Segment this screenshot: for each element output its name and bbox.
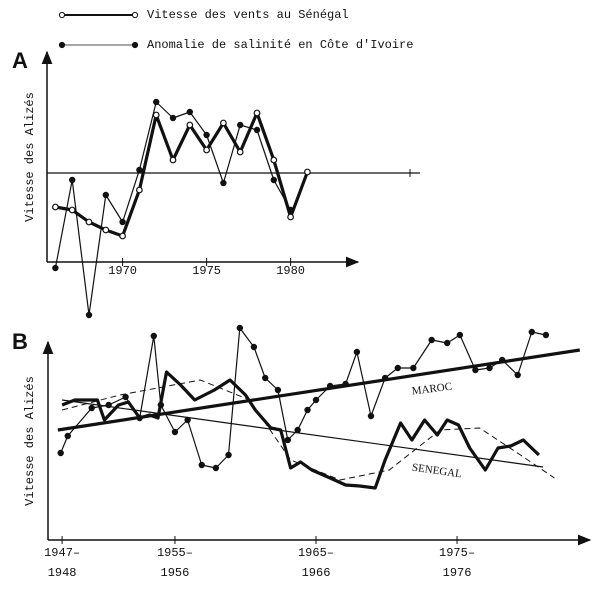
point — [169, 114, 177, 122]
trend-line — [61, 379, 555, 481]
point — [304, 406, 311, 414]
point — [410, 364, 417, 372]
point — [253, 126, 261, 134]
point — [68, 206, 76, 214]
y-axis-label: Vitesse des Alizés — [23, 92, 37, 222]
series-label: SENEGAL — [411, 462, 463, 481]
point — [198, 461, 205, 469]
y-axis-label: Vitesse des Alizés — [23, 376, 37, 506]
point — [220, 179, 227, 187]
point — [236, 324, 244, 332]
legend-marker — [131, 11, 139, 19]
point — [250, 343, 258, 351]
point — [394, 364, 402, 372]
x-tick-label: 1975– — [439, 546, 475, 560]
point — [52, 264, 59, 272]
point — [367, 412, 375, 420]
legend-marker — [58, 11, 66, 19]
point — [498, 356, 506, 364]
point — [136, 166, 143, 174]
trend-line — [62, 399, 544, 468]
legend-label: Vitesse des vents au Sénégal — [147, 8, 349, 22]
point — [443, 339, 451, 347]
point — [150, 332, 157, 340]
point — [184, 416, 191, 424]
series-line — [55, 111, 309, 238]
point — [152, 111, 160, 119]
legend-label: Anomalie de salinité en Côte d'Ivoire — [147, 38, 413, 52]
point — [270, 156, 278, 164]
point — [122, 393, 129, 401]
x-tick-label: 1948 — [48, 566, 77, 580]
point — [85, 311, 93, 319]
series-line — [54, 101, 292, 316]
point — [88, 404, 95, 412]
point — [119, 218, 126, 226]
point — [152, 98, 160, 106]
x-tick-label: 1976 — [443, 566, 472, 580]
legend-marker — [131, 41, 139, 49]
x-tick-label: 1956 — [161, 566, 190, 580]
point — [169, 156, 177, 164]
point — [486, 364, 493, 372]
point — [52, 203, 59, 211]
x-tick-label: 1970 — [108, 264, 137, 278]
point — [542, 331, 550, 339]
point — [85, 218, 93, 226]
point — [171, 428, 179, 436]
point — [428, 336, 435, 344]
x-tick-label: 1955– — [157, 546, 193, 560]
point — [236, 148, 244, 156]
point — [57, 449, 64, 457]
point — [102, 226, 110, 234]
x-tick-label: 1965– — [298, 546, 334, 560]
point — [284, 436, 291, 444]
point — [456, 331, 464, 339]
point — [219, 119, 227, 127]
x-tick-label: 1975 — [192, 264, 221, 278]
point — [294, 426, 301, 434]
point — [236, 121, 244, 129]
series-line — [61, 370, 541, 490]
point — [68, 176, 76, 184]
point — [64, 432, 71, 440]
point — [186, 108, 193, 116]
point — [342, 380, 349, 388]
point — [186, 121, 194, 129]
point — [528, 328, 536, 336]
point — [102, 191, 110, 199]
legend-marker — [58, 41, 66, 49]
point — [472, 366, 479, 374]
x-tick-label: 1966 — [302, 566, 331, 580]
point — [105, 401, 112, 409]
series-line — [60, 327, 547, 469]
point — [326, 382, 334, 390]
point — [514, 371, 521, 379]
point — [119, 232, 126, 240]
point — [287, 206, 294, 214]
point — [353, 348, 361, 356]
point — [270, 176, 277, 184]
point — [212, 464, 220, 472]
point — [274, 386, 282, 394]
point — [203, 146, 211, 154]
point — [381, 374, 389, 382]
point — [203, 131, 210, 139]
panel-label: B — [12, 329, 28, 354]
x-tick-label: 1947– — [44, 546, 80, 560]
point — [287, 213, 295, 221]
point — [312, 396, 320, 404]
point — [135, 186, 143, 194]
x-tick-label: 1980 — [276, 264, 305, 278]
panel-label: A — [12, 48, 28, 73]
series-label: MAROC — [411, 381, 453, 398]
point — [253, 109, 261, 117]
point — [262, 374, 269, 382]
point — [225, 451, 232, 459]
point — [304, 168, 311, 176]
